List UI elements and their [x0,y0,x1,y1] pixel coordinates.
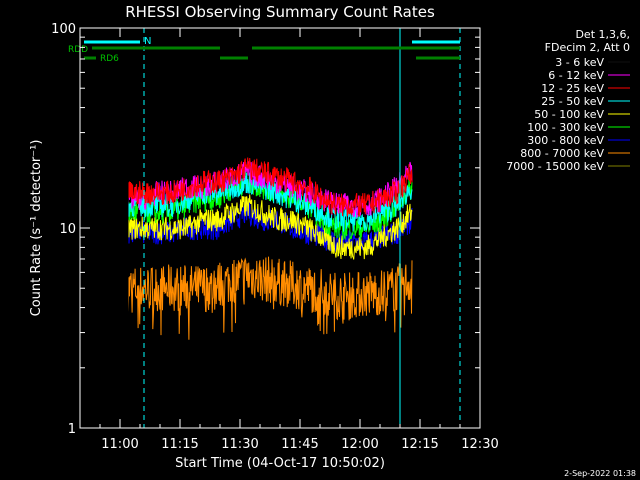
legend-label: 800 - 7000 keV [520,147,604,160]
x-tick-label: 11:15 [161,437,198,452]
y-tick-label: 10 [59,222,76,237]
legend-label: 12 - 25 keV [541,82,604,95]
legend-label: 300 - 800 keV [527,134,604,147]
y-axis-label: Count Rate (s⁻¹ detector⁻¹) [29,140,44,317]
x-axis-label: Start Time (04-Oct-17 10:50:02) [175,456,385,471]
legend-label: 25 - 50 keV [541,95,604,108]
series-line-8 [127,256,413,340]
rd6-bar-label: RD6 [100,54,119,64]
x-tick-label: 12:30 [461,437,498,452]
rdd-bar-label: RDD [68,45,88,55]
legend-label: 7000 - 15000 keV [506,160,604,173]
x-tick-label: 11:30 [221,437,258,452]
y-axis: 1 10 100 [51,22,480,437]
legend-header-line-1: Det 1,3,6, [575,28,630,41]
x-axis: 11:00 11:15 11:30 11:45 12:00 12:15 12:30 [79,28,499,452]
x-tick-label: 12:00 [341,437,378,452]
x-tick-label: 12:15 [401,437,438,452]
legend-label: 100 - 300 keV [527,121,604,134]
night-bar-label: N [144,36,151,47]
series-line-1 [127,116,413,135]
footer-timestamp: 2-Sep-2022 01:38 [564,469,636,478]
x-tick-label: 11:45 [281,437,318,452]
legend-label: 3 - 6 keV [555,56,604,69]
legend-header-line-2: FDecim 2, Att 0 [545,41,630,54]
series-traces [127,116,413,428]
y-tick-label: 1 [68,422,76,437]
legend-label: 50 - 100 keV [534,108,604,121]
series-line-3 [127,157,413,217]
annotation-layer: N RDD RD6 [68,28,461,428]
series-line-5 [127,194,413,260]
y-tick-label: 100 [51,22,76,37]
x-tick-label: 11:00 [101,437,138,452]
legend-label: 6 - 12 keV [548,69,604,82]
chart-title: RHESSI Observing Summary Count Rates [125,3,435,21]
